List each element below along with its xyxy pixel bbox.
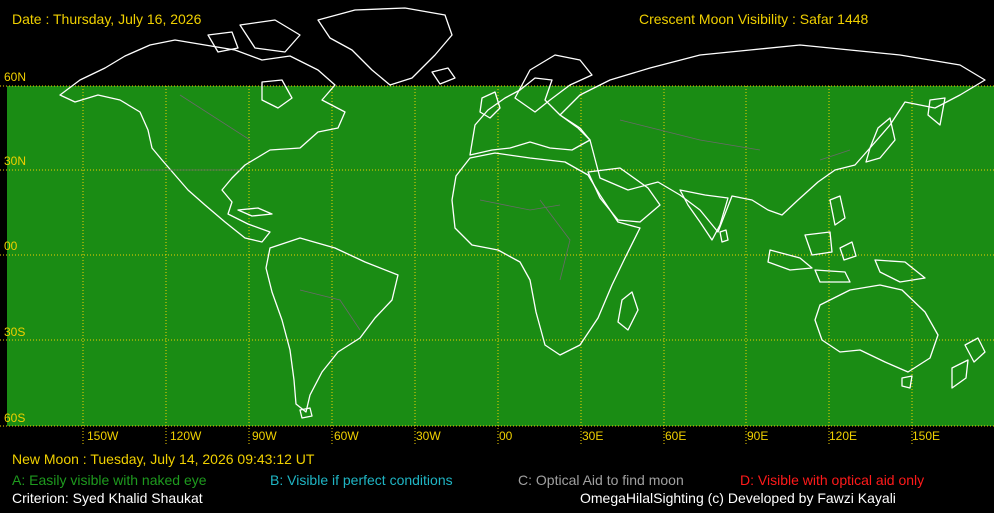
lon-label-90w: 90W xyxy=(252,429,277,443)
legend-c: C: Optical Aid to find moon xyxy=(518,472,684,488)
lon-label-120w: 120W xyxy=(170,429,202,443)
legend-b: B: Visible if perfect conditions xyxy=(270,472,453,488)
lon-label-30e: 30E xyxy=(582,429,604,443)
credit-label: OmegaHilalSighting (c) Developed by Fawz… xyxy=(580,490,896,506)
lat-label-60s: 60S xyxy=(4,411,26,425)
lon-label-120e: 120E xyxy=(829,429,858,443)
criterion-label: Criterion: Syed Khalid Shaukat xyxy=(12,490,203,506)
lon-label-60e: 60E xyxy=(665,429,687,443)
date-label: Date : Thursday, July 16, 2026 xyxy=(12,11,202,27)
lat-label-60n: 60N xyxy=(4,70,27,84)
lon-label-150w: 150W xyxy=(87,429,119,443)
lon-label-30w: 30W xyxy=(416,429,441,443)
legend-d: D: Visible with optical aid only xyxy=(740,472,925,488)
visibility-zone-a xyxy=(7,86,994,426)
map-title: Crescent Moon Visibility : Safar 1448 xyxy=(639,11,869,27)
legend-a: A: Easily visible with naked eye xyxy=(12,472,207,488)
lon-label-prime: 00 xyxy=(499,429,513,443)
country-borders xyxy=(140,94,851,331)
lat-label-30s: 30S xyxy=(4,325,26,339)
lat-label-30n: 30N xyxy=(4,154,27,168)
lon-label-90e: 90E xyxy=(747,429,769,443)
lat-label-equator: 00 xyxy=(4,239,18,253)
new-moon-label: New Moon : Tuesday, July 14, 2026 09:43:… xyxy=(12,451,315,467)
coastlines xyxy=(59,7,986,419)
lon-label-150e: 150E xyxy=(912,429,941,443)
lon-label-60w: 60W xyxy=(334,429,359,443)
